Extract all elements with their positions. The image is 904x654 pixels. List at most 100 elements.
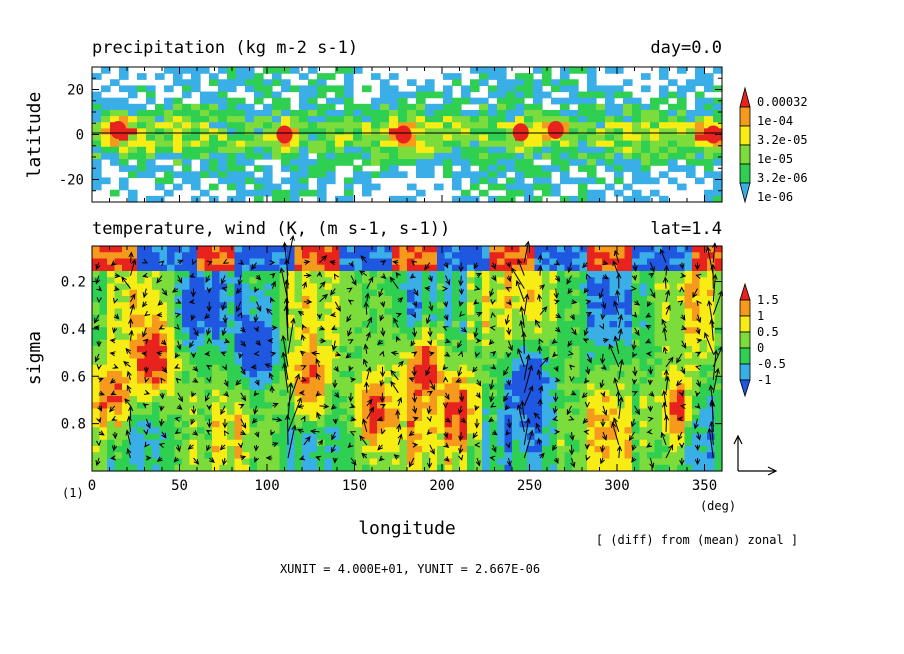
temp-cell — [182, 277, 191, 285]
wind-arrow — [359, 270, 368, 277]
temp-cell — [654, 289, 663, 297]
temp-cell — [294, 289, 303, 297]
precip-cell — [182, 67, 192, 74]
temp-cell — [167, 427, 176, 435]
temp-cell — [114, 421, 123, 428]
temp-cell — [512, 327, 521, 335]
precip-cell — [416, 189, 426, 197]
temp-cell — [257, 308, 266, 316]
wind-arrow — [109, 405, 116, 412]
temp-cell — [437, 289, 446, 297]
temp-cell — [684, 446, 693, 453]
temp-cell — [579, 371, 588, 378]
temp-cell — [587, 414, 596, 422]
precip-cell — [362, 171, 372, 179]
precip-cell — [227, 140, 237, 148]
temp-cell — [677, 246, 686, 253]
temp-cell — [122, 283, 131, 291]
wind-arrowhead — [205, 276, 211, 283]
temp-cell — [699, 321, 708, 328]
temp-cell — [182, 383, 191, 391]
temp-cell — [474, 446, 483, 453]
precip-cell — [560, 159, 570, 166]
temp-cell — [272, 427, 281, 435]
temp-cell — [572, 302, 581, 310]
temp-cell — [549, 414, 558, 422]
temp-cell — [324, 321, 333, 328]
temp-cell — [347, 339, 356, 347]
temp-cell — [324, 408, 333, 416]
precip-cell — [470, 85, 480, 93]
precip-cell — [587, 146, 597, 154]
precip-cell — [380, 159, 390, 166]
temp-cell — [542, 346, 551, 353]
temp-cell — [512, 464, 521, 472]
precip-cell — [623, 165, 633, 172]
temp-cell — [114, 371, 123, 378]
temp-cell — [714, 439, 723, 447]
wind-arrow — [366, 293, 369, 302]
temp-cell — [234, 308, 243, 316]
wind-arrowhead — [205, 429, 212, 435]
temp-cell — [474, 377, 483, 385]
temp-cell — [534, 277, 543, 285]
temp-cell — [452, 439, 461, 447]
temp-cell — [557, 377, 566, 385]
temp-cell — [204, 321, 213, 328]
temp-cell — [227, 277, 236, 285]
temp-cell — [174, 302, 183, 310]
precip-cell — [281, 122, 291, 129]
temp-cell — [512, 389, 521, 397]
precip-cell — [434, 140, 444, 148]
temp-cell — [602, 333, 611, 341]
precip-cell — [101, 85, 111, 93]
temp-cell — [144, 296, 153, 303]
temp-cell — [594, 333, 603, 341]
precip-cell — [632, 128, 642, 136]
precip-cell — [398, 171, 408, 179]
precip-cell — [254, 97, 264, 105]
temp-cell — [527, 258, 536, 266]
precip-cell — [659, 67, 669, 74]
precip-ytick-label: 0 — [76, 128, 84, 144]
temp-cell — [504, 364, 513, 372]
precip-cell — [200, 140, 210, 148]
precip-cell — [605, 116, 615, 123]
temp-cell — [542, 258, 551, 266]
temp-cell — [167, 464, 176, 472]
temp-cell — [519, 264, 528, 272]
temp-cell — [489, 308, 498, 316]
precip-cell — [596, 122, 606, 129]
temp-cell — [212, 421, 221, 428]
precip-cell — [578, 165, 588, 172]
temp-cell — [234, 383, 243, 391]
temp-cell — [707, 377, 716, 385]
precip-cell — [560, 85, 570, 93]
temp-cell — [197, 377, 206, 385]
precip-cell — [299, 122, 309, 129]
precip-cell — [560, 73, 570, 80]
temp-cell — [279, 408, 288, 416]
precip-cell — [362, 140, 372, 148]
precip-cell — [227, 122, 237, 129]
temp-cell — [324, 458, 333, 466]
temp-cell — [264, 258, 273, 266]
precip-cell — [92, 73, 102, 80]
precip-colorbar-label: 0.00032 — [757, 95, 808, 109]
temp-cell — [512, 277, 521, 285]
temp-cell — [279, 339, 288, 347]
wind-arrowhead — [289, 234, 295, 241]
precip-cell — [317, 85, 327, 93]
temp-cell — [684, 246, 693, 253]
temp-cell — [669, 433, 678, 441]
precip-cell — [281, 103, 291, 111]
precip-cell — [623, 91, 633, 99]
wind-arrowhead — [95, 278, 101, 285]
temp-cell — [414, 452, 423, 460]
precip-cell — [263, 116, 273, 123]
temp-cell — [444, 296, 453, 303]
precip-cell — [119, 116, 129, 123]
precip-cell — [695, 159, 705, 166]
precip-cell — [227, 109, 237, 117]
temp-cell — [632, 352, 641, 360]
